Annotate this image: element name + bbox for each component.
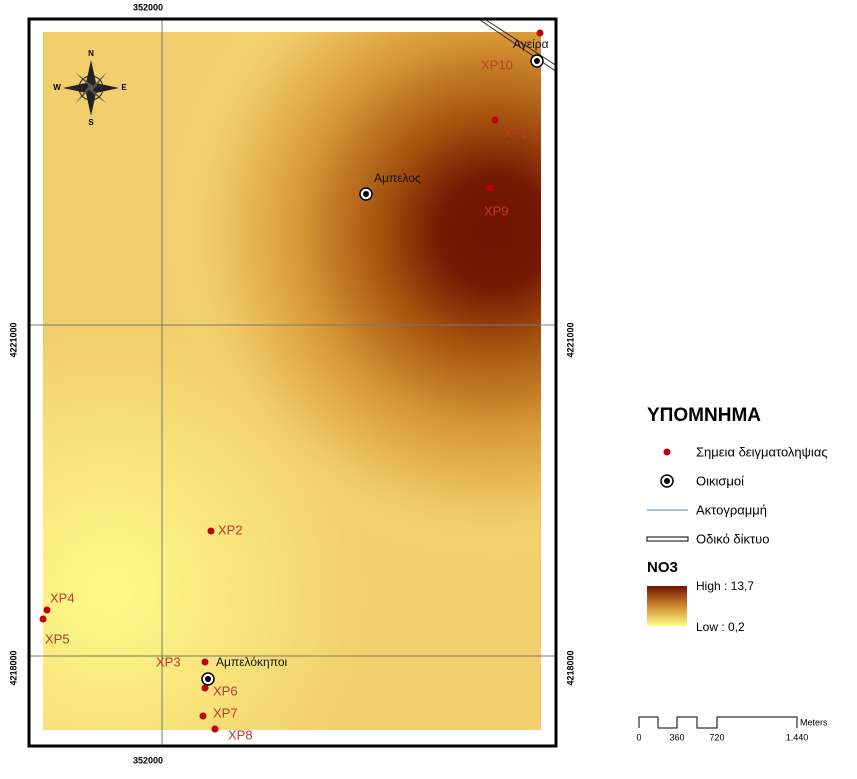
- settlement: [363, 191, 369, 197]
- sample-label: XP5: [45, 631, 70, 646]
- settlement-label: Αμπελος: [374, 171, 421, 185]
- sample-point: [536, 29, 544, 37]
- compass: N S E W: [53, 49, 127, 127]
- legend-title: ΥΠΟΜΝΗΜΑ: [647, 405, 761, 426]
- color-ramp: [647, 586, 687, 626]
- coord-label: 352000: [133, 755, 163, 765]
- legend-low: Low : 0,2: [696, 620, 745, 634]
- scale-label: 720: [709, 732, 724, 742]
- coord-label: 4221000: [565, 322, 575, 357]
- scale-label: 0: [636, 732, 641, 742]
- coord-label: 4218000: [565, 650, 575, 685]
- scale-bar: 0 360 720 1.440 Meters: [636, 716, 828, 742]
- settlement-label: Αγείρα: [513, 37, 549, 51]
- legend: ΥΠΟΜΝΗΜΑ Σημεια δειγματοληψιας Οικισμοί …: [646, 405, 828, 634]
- settlement-label: Αμπελόκηποι: [216, 655, 287, 669]
- sample-label: XP2: [218, 522, 243, 537]
- compass-rose: [75, 72, 107, 104]
- sample-label: XP9: [484, 203, 509, 218]
- sample-label: XP3: [156, 654, 181, 669]
- legend-symbol: [664, 478, 670, 484]
- road: [479, 19, 558, 73]
- raster-high: [43, 32, 541, 730]
- sample-point: [39, 615, 47, 623]
- scale-label: 360: [669, 732, 684, 742]
- legend-label: Οικισμοί: [696, 473, 744, 488]
- legend-label: Ακτογραμμή: [696, 502, 767, 517]
- sample-label: XP8: [228, 727, 253, 742]
- sample-label: XP6: [213, 683, 238, 698]
- compass-ring: [78, 75, 104, 101]
- scale-unit: Meters: [800, 717, 828, 727]
- settlement: [534, 58, 540, 64]
- sample-point: [207, 527, 215, 535]
- map-frame: [27, 17, 558, 748]
- sample-point: [201, 658, 209, 666]
- coord-label: 4218000: [8, 650, 18, 685]
- legend-label: Οδικό δίκτυο: [696, 531, 770, 546]
- legend-high: High : 13,7: [696, 579, 754, 593]
- legend-raster-title: NO3: [647, 559, 678, 576]
- settlement: [205, 676, 211, 682]
- sample-label: XP10: [481, 57, 513, 72]
- sample-point: [486, 184, 494, 192]
- compass-label: E: [121, 83, 127, 92]
- sample-label: XP1: [503, 125, 528, 140]
- sample-point: [491, 116, 499, 124]
- legend-symbol: [663, 448, 671, 456]
- coord-label: 4221000: [8, 322, 18, 357]
- legend-symbol: [646, 536, 689, 542]
- coord-label: 352000: [133, 2, 163, 12]
- legend-label: Σημεια δειγματοληψιας: [696, 444, 828, 459]
- sample-point: [43, 606, 51, 614]
- scale-shape: [638, 716, 798, 729]
- frame: [27, 17, 558, 748]
- sample-point: [201, 684, 209, 692]
- sample-label: XP4: [50, 590, 75, 605]
- compass-label: N: [88, 49, 94, 58]
- compass-label: S: [88, 118, 94, 127]
- sample-point: [211, 725, 219, 733]
- compass-label: W: [53, 83, 61, 92]
- sample-point: [199, 712, 207, 720]
- sample-label: XP7: [213, 705, 238, 720]
- scale-label: 1.440: [786, 732, 809, 742]
